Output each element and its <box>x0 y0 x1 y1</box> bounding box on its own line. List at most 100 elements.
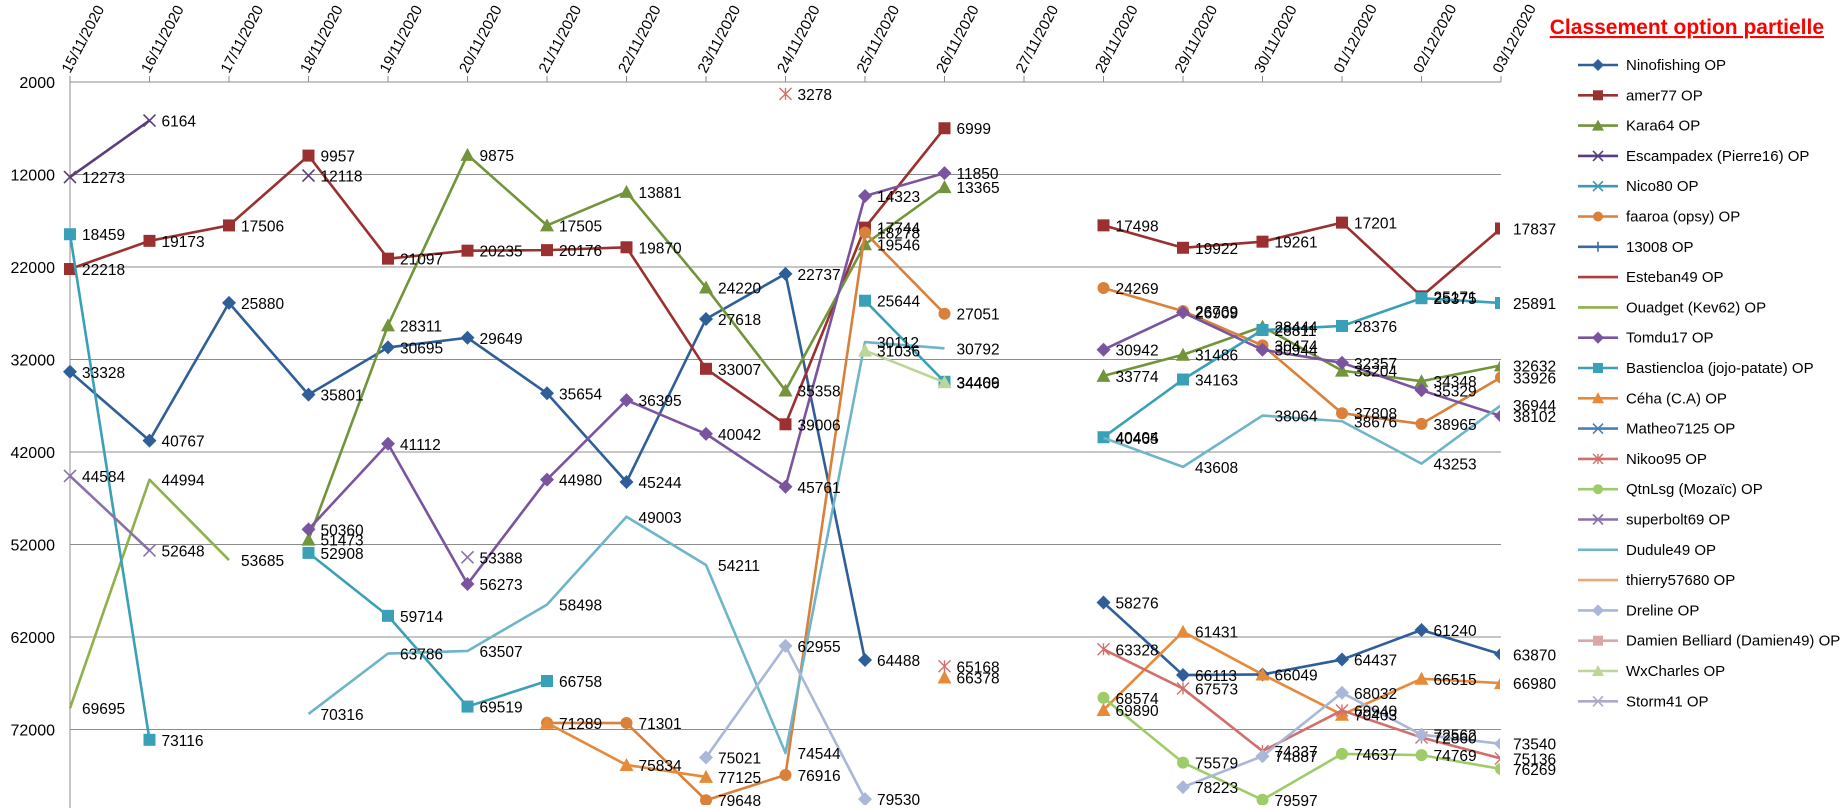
legend-label: Bastiencloa (jojo-patate) OP <box>1626 360 1814 377</box>
x-tick-label: 16/11/2020 <box>138 3 188 76</box>
series-c-ha-c-a-op <box>540 624 1500 783</box>
data-point <box>301 387 316 402</box>
data-label: 66758 <box>559 674 602 691</box>
data-label: 43608 <box>1195 460 1238 477</box>
data-point <box>540 472 554 487</box>
legend-swatch-marker <box>1592 423 1604 435</box>
data-point <box>1494 737 1500 750</box>
data-point <box>540 386 554 401</box>
series-escampadex-pierre16-op <box>63 113 316 184</box>
legend-swatch-marker <box>1593 635 1603 646</box>
data-label: 25171 <box>1434 289 1477 306</box>
data-label: 35654 <box>559 386 602 403</box>
series-amer77-op <box>64 122 1500 431</box>
data-label: 74544 <box>798 746 841 763</box>
data-label: 40465 <box>1116 431 1159 448</box>
data-label: 34163 <box>1195 373 1238 390</box>
data-label: 33328 <box>82 365 125 382</box>
data-label: 28311 <box>400 318 442 335</box>
data-label: 29649 <box>480 331 523 348</box>
data-point <box>937 375 952 389</box>
data-label: 22218 <box>82 262 125 279</box>
data-point <box>700 362 712 375</box>
data-point <box>700 794 712 805</box>
data-point <box>1255 342 1270 357</box>
y-tick-label: 12000 <box>11 168 56 185</box>
series-line <box>546 231 946 802</box>
data-point <box>1255 749 1270 764</box>
data-point <box>1414 622 1429 637</box>
data-point <box>1335 703 1349 717</box>
x-tick-label: 17/11/2020 <box>218 3 268 76</box>
data-label: 3278 <box>798 87 832 104</box>
data-point <box>301 532 316 546</box>
y-tick-label: 32000 <box>11 353 56 370</box>
legend-label: Storm41 OP <box>1626 693 1709 710</box>
data-point <box>937 670 952 684</box>
legend-label: Matheo7125 OP <box>1626 421 1735 438</box>
data-label: 45761 <box>798 480 841 497</box>
legend-item-ninofishing-op: Ninofishing OP <box>1578 57 1726 74</box>
data-label: 71301 <box>639 716 682 733</box>
legend-swatch-marker <box>1592 604 1604 617</box>
data-point <box>541 244 553 257</box>
data-label: 58276 <box>1116 596 1159 613</box>
data-label: 52908 <box>321 546 364 563</box>
data-point <box>302 546 315 559</box>
data-label: 66980 <box>1513 676 1556 693</box>
data-label: 28376 <box>1354 319 1397 336</box>
data-label: 38676 <box>1354 414 1397 431</box>
data-point <box>1494 409 1500 422</box>
data-point <box>778 266 793 281</box>
legend-label: Dreline OP <box>1626 602 1699 619</box>
legend-label: Ninofishing OP <box>1626 57 1726 74</box>
legend-label: Nico80 OP <box>1626 178 1699 195</box>
data-label: 40404 <box>1116 430 1159 447</box>
data-point <box>1097 281 1110 294</box>
data-label: 25644 <box>877 294 920 311</box>
legend-label: amer77 OP <box>1626 87 1703 104</box>
data-point <box>779 418 792 431</box>
legend-swatch-marker <box>1592 695 1604 707</box>
data-point <box>1096 342 1111 357</box>
legend-item-tomdu17-op: Tomdu17 OP <box>1578 330 1714 347</box>
data-label: 66515 <box>1434 672 1477 689</box>
data-labels: 33328 40767 25880 35801 30695 29649 35654 45244… <box>82 87 1556 808</box>
data-point <box>778 479 793 494</box>
legend-item-wxcharles-op: WxCharles OP <box>1578 663 1725 680</box>
data-label: 19261 <box>1275 235 1318 252</box>
legend-label: Escampadex (Pierre16) OP <box>1626 148 1809 165</box>
data-point <box>1494 677 1500 690</box>
data-label: 17201 <box>1354 216 1397 233</box>
data-point <box>858 653 872 668</box>
data-label: 44994 <box>162 473 205 490</box>
x-tick-label: 20/11/2020 <box>456 3 506 76</box>
data-label: 66113 <box>1195 668 1237 685</box>
legend-item-matheo7125-op: Matheo7125 OP <box>1578 421 1735 438</box>
data-point <box>1176 780 1190 795</box>
legend-label: superbolt69 OP <box>1626 512 1730 529</box>
series-line <box>1102 630 1500 717</box>
data-point <box>1494 360 1500 372</box>
data-label: 54211 <box>718 558 760 575</box>
data-point <box>858 792 872 805</box>
x-tick-label: 18/11/2020 <box>297 3 347 76</box>
legend-label: WxCharles OP <box>1626 663 1725 680</box>
data-point <box>937 166 952 181</box>
data-label: 63870 <box>1513 647 1556 664</box>
data-point <box>381 318 395 332</box>
data-point <box>1495 222 1500 235</box>
legend-label: Kara64 OP <box>1626 118 1700 135</box>
legend-item-ouadget-kev62-op: Ouadget (Kev62) OP <box>1578 299 1766 316</box>
data-point <box>1415 292 1428 305</box>
data-label: 51473 <box>321 533 364 550</box>
x-tick-label: 22/11/2020 <box>615 3 665 76</box>
data-point <box>779 768 792 781</box>
data-label: 77125 <box>718 770 761 787</box>
data-label: 25880 <box>241 296 284 313</box>
data-point <box>223 219 235 232</box>
legend-item-dudule49-op: Dudule49 OP <box>1578 542 1716 559</box>
data-label: 63786 <box>400 647 443 664</box>
data-label: 19173 <box>162 234 205 251</box>
